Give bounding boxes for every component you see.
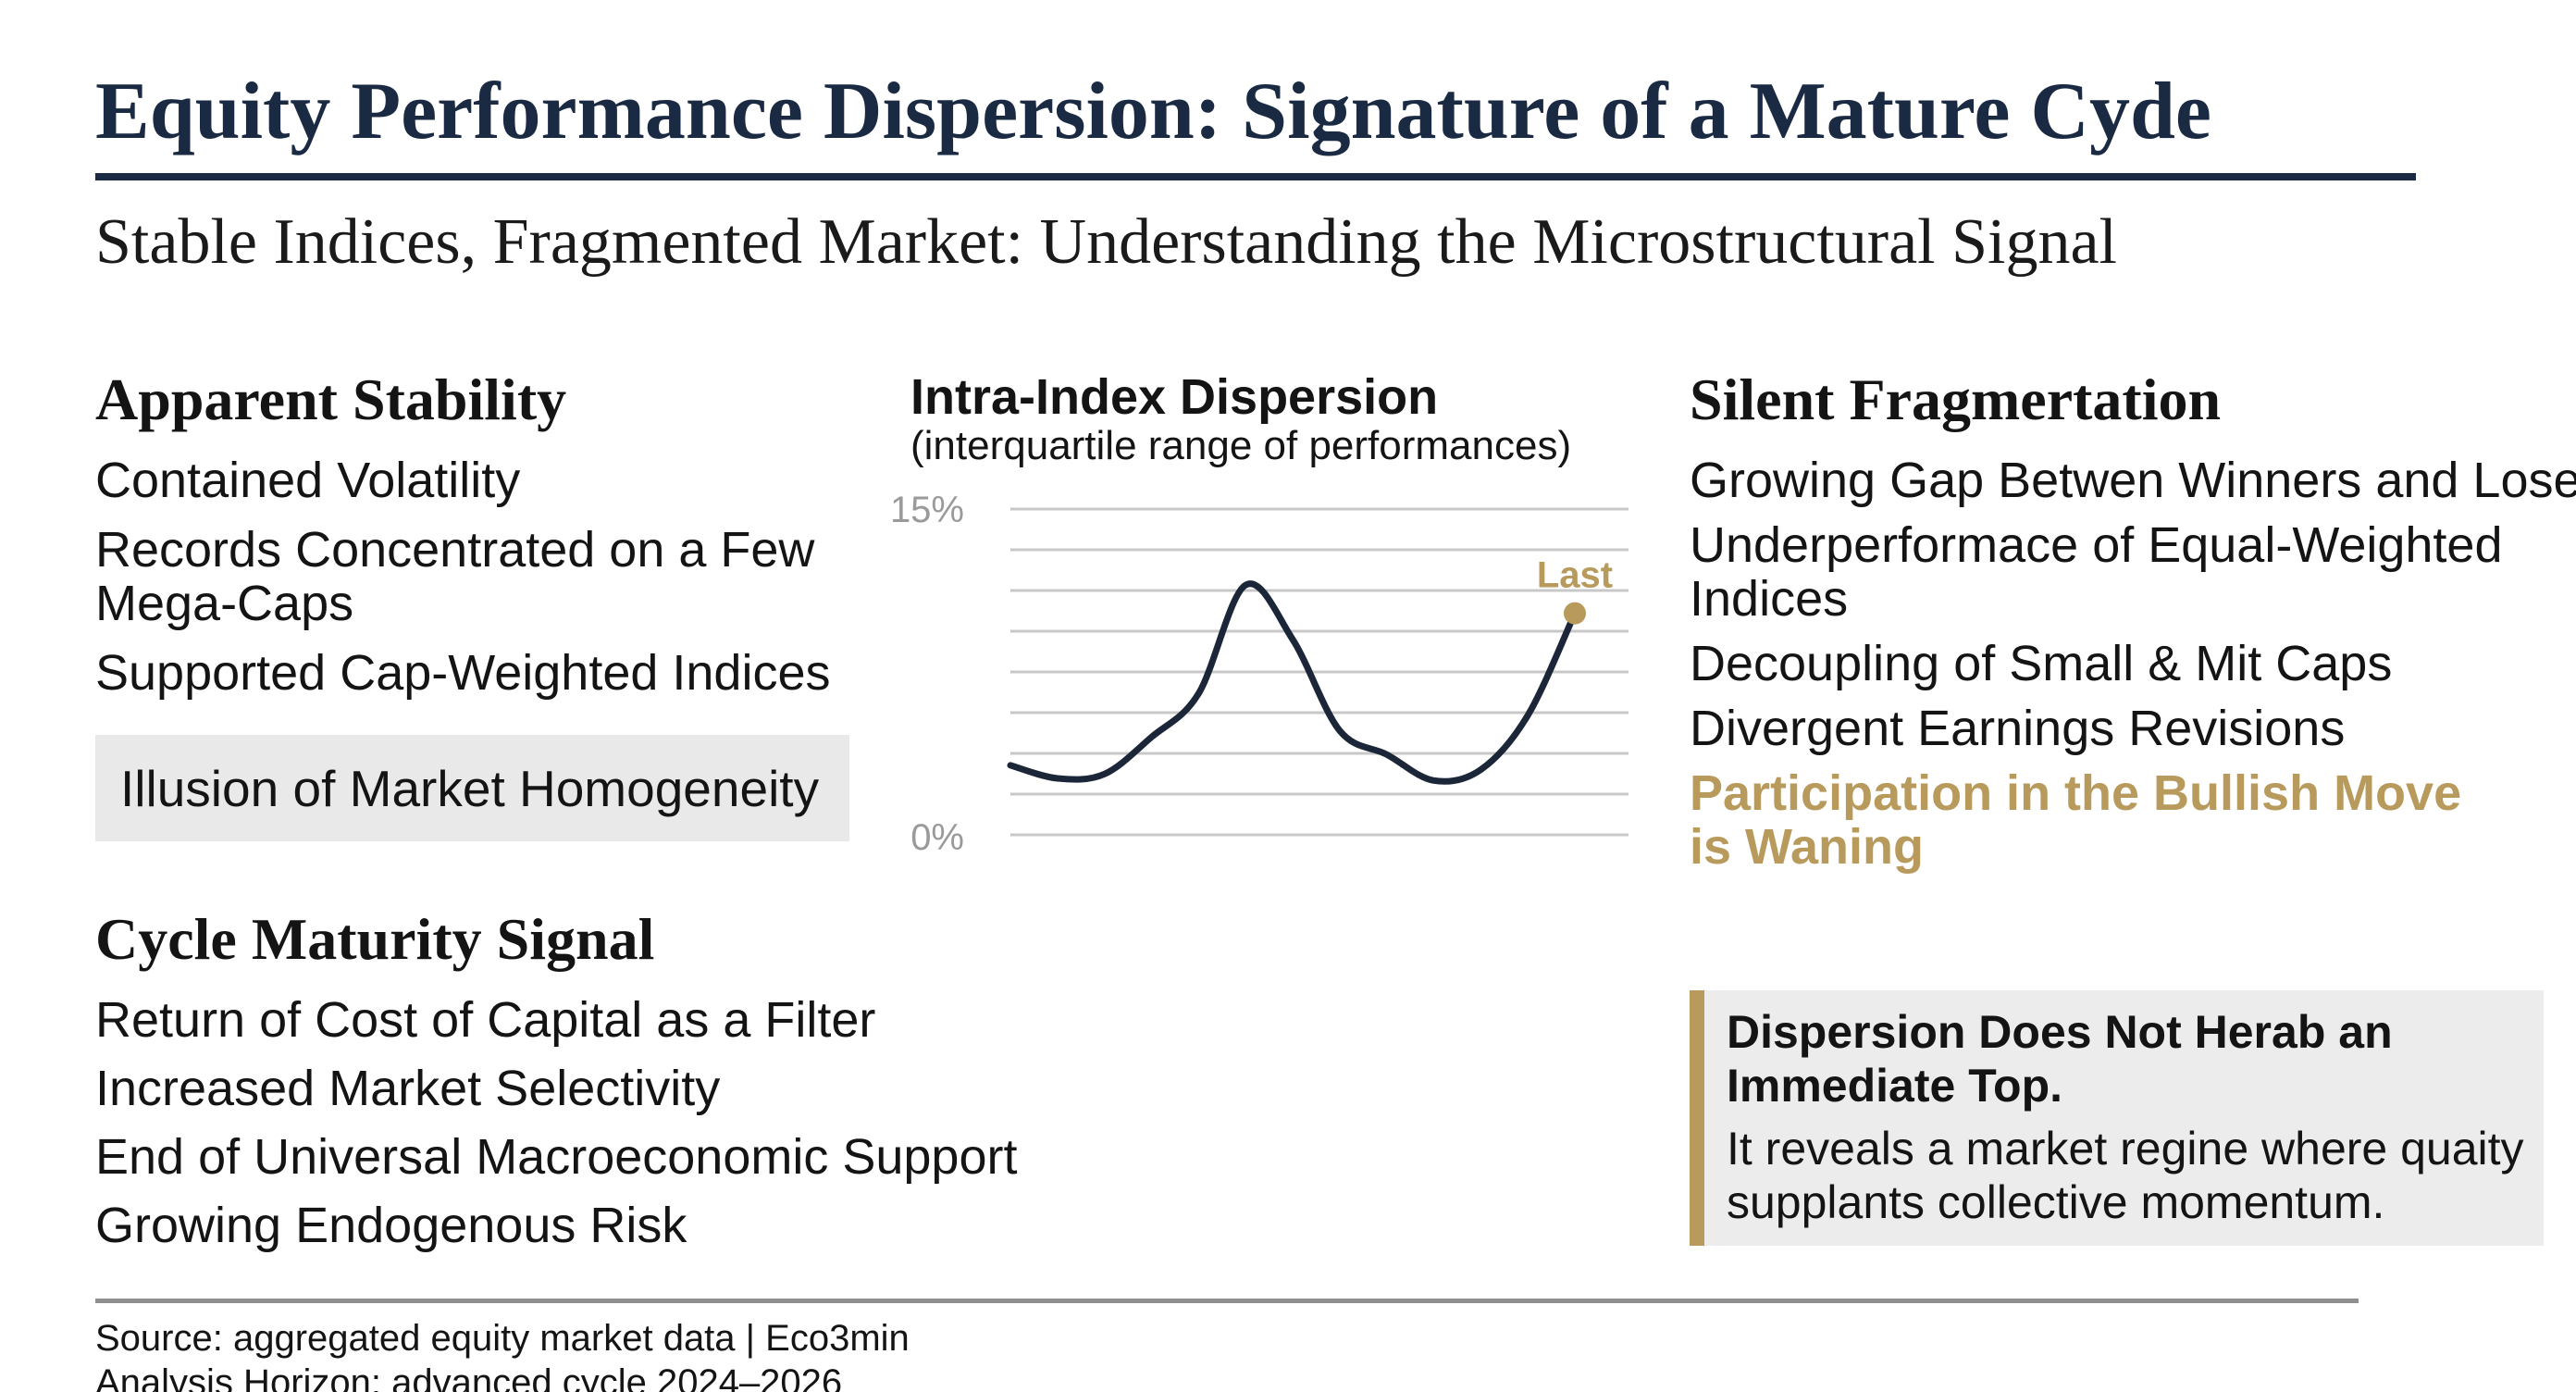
dispersion-series-line xyxy=(1007,580,1579,785)
last-point-label: Last xyxy=(1537,555,1613,596)
list-item: Underperformace of Equal-Weighted Indice… xyxy=(1690,517,2503,627)
y-tick-label: 0% xyxy=(910,817,964,858)
apparent-stability-heading: Apparent Stability xyxy=(95,367,567,432)
illusion-box: Illusion of Market Homogeneity xyxy=(95,735,849,841)
list-item: Growing Endogenous Risk xyxy=(95,1198,687,1253)
callout-body: It reveals a market regine where quaity … xyxy=(1727,1123,2524,1228)
title-divider xyxy=(95,173,2416,180)
list-item: Supported Cap-Weighted Indices xyxy=(95,645,831,701)
callout-heading: Dispersion Does Not Herab an Immediate T… xyxy=(1727,1006,2393,1112)
page-title: Equity Performance Dispersion: Signature… xyxy=(95,67,2211,156)
callout-box: Dispersion Does Not Herab an Immediate T… xyxy=(1690,990,2544,1246)
dispersion-line-chart: 15% 0% Last xyxy=(890,490,1629,858)
silent-fragmentation-heading: Silent Fragmertation xyxy=(1690,367,2222,432)
list-item: Contained Volatility xyxy=(95,453,521,508)
participation-highlight: Participation in the Bullish Move is Wan… xyxy=(1690,765,2462,875)
list-item: Decoupling of Small & Mit Caps xyxy=(1690,636,2393,691)
list-item: Divergent Earnings Revisions xyxy=(1690,701,2346,756)
apparent-stability-list: Contained Volatility Records Concentrate… xyxy=(95,454,873,715)
grid-lines xyxy=(1010,507,1629,837)
footer-divider xyxy=(95,1299,2359,1303)
cycle-maturity-heading: Cycle Maturity Signal xyxy=(95,906,655,972)
chart-subtitle: (interquartile range of performances) xyxy=(910,423,1572,468)
last-data-point xyxy=(1564,602,1586,625)
chart-title: Intra-Index Dispersion xyxy=(910,369,1439,425)
silent-fragmentation-list: Growing Gap Betwen Winners and Losers Un… xyxy=(1690,453,2576,766)
source-note: Source: aggregated equity market data | … xyxy=(95,1318,910,1359)
list-item: Records Concentrated on a Few Mega-Caps xyxy=(95,522,815,631)
illusion-text: Illusion of Market Homogeneity xyxy=(120,759,820,817)
list-item: End of Universal Macroeconomic Support xyxy=(95,1129,1018,1185)
list-item: Growing Gap Betwen Winners and Losers xyxy=(1690,453,2576,508)
list-item: Return of Cost of Capital as a Filter xyxy=(95,992,876,1048)
page-subtitle: Stable Indices, Fragmented Market: Under… xyxy=(95,206,2118,278)
y-tick-label: 15% xyxy=(890,490,964,530)
cycle-maturity-list: Return of Cost of Capital as a Filter In… xyxy=(95,993,1206,1267)
list-item: Increased Market Selectivity xyxy=(95,1061,721,1116)
analysis-horizon-note: Analysis Horizon: advanced cycle 2024–20… xyxy=(95,1362,843,1392)
